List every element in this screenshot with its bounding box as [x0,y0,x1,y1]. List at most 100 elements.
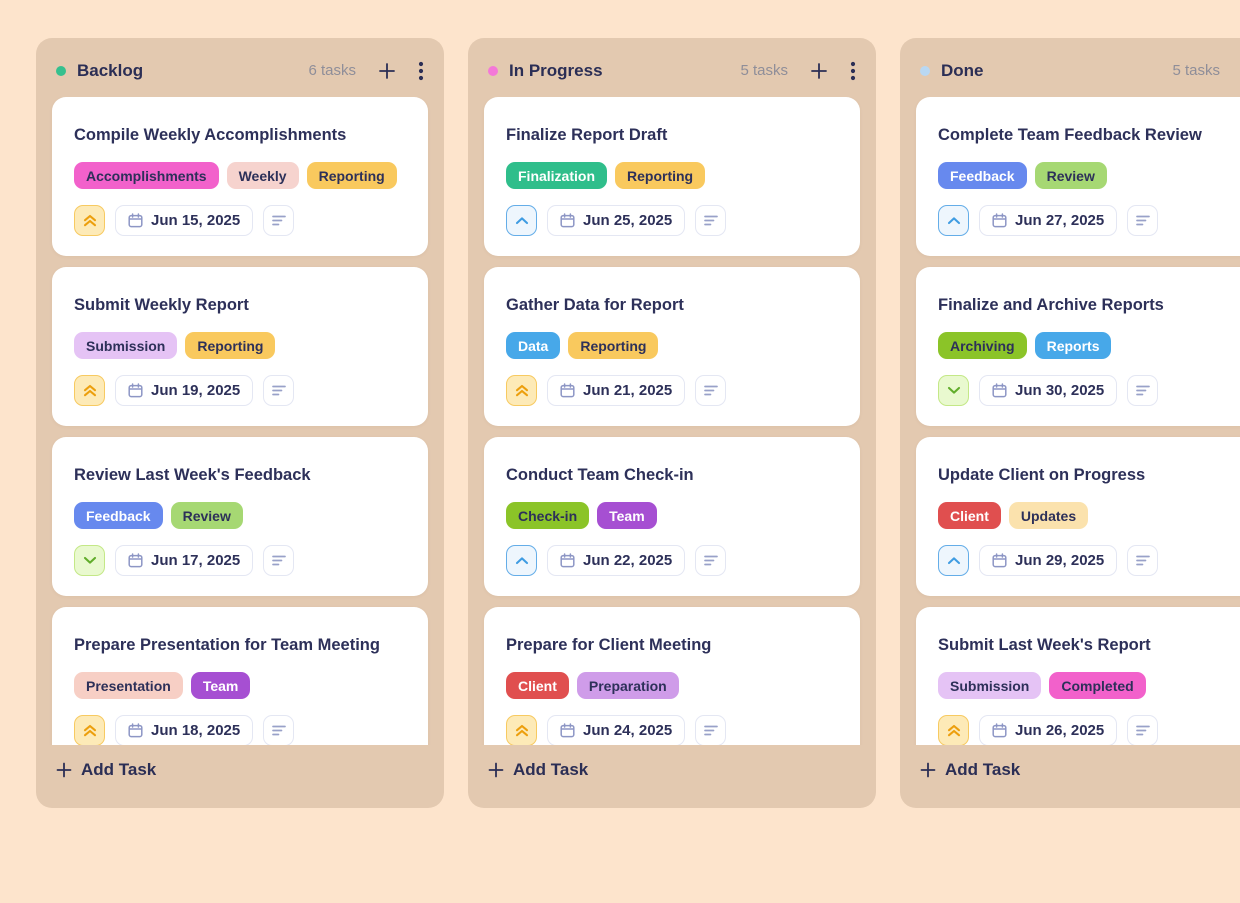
priority-button[interactable] [506,205,537,236]
due-date-chip[interactable]: Jun 27, 2025 [979,205,1118,236]
priority-button[interactable] [506,545,537,576]
description-chip[interactable] [1127,375,1159,406]
priority-button[interactable] [938,205,969,236]
task-tag[interactable]: Data [506,332,561,359]
column-status-dot [488,65,498,76]
due-date-chip[interactable]: Jun 18, 2025 [115,715,254,745]
tag-list: Submission Reporting [74,332,406,359]
task-tag[interactable]: Submission [938,672,1042,699]
description-chip[interactable] [695,375,727,406]
add-task-button[interactable]: Add Task [920,760,1020,780]
due-date-chip[interactable]: Jun 21, 2025 [547,375,686,406]
task-tag[interactable]: Team [597,502,657,529]
task-tag[interactable]: Updates [1008,502,1089,529]
add-task-label: Add Task [945,760,1021,779]
description-chip[interactable] [1127,205,1159,236]
description-chip[interactable] [263,375,295,406]
add-task-button[interactable]: Add Task [56,760,156,780]
task-tag[interactable]: Archiving [938,332,1027,359]
priority-button[interactable] [938,715,969,745]
priority-button[interactable] [938,545,969,576]
column-menu-button[interactable] [850,61,856,81]
task-card[interactable]: Submit Last Week's Report Submission Com… [916,607,1240,745]
task-tag[interactable]: Reporting [185,332,276,359]
tag-list: Client Updates [938,502,1240,529]
task-tag[interactable]: Client [938,502,1001,529]
due-date-chip[interactable]: Jun 19, 2025 [115,375,254,406]
priority-button[interactable] [74,375,105,406]
description-chip[interactable] [1127,715,1159,745]
due-date-chip[interactable]: Jun 29, 2025 [979,545,1118,576]
priority-button[interactable] [506,375,537,406]
calendar-icon [560,723,575,738]
priority-button[interactable] [74,205,105,236]
column-header: Done 5 tasks [900,38,1240,97]
due-date-label: Jun 26, 2025 [1015,722,1105,739]
task-tag[interactable]: Accomplishments [74,162,219,189]
column-footer: Add Task [900,745,1240,808]
description-chip[interactable] [695,205,727,236]
task-tag[interactable]: Reporting [615,162,706,189]
task-card[interactable]: Prepare Presentation for Team Meeting Pr… [52,607,428,745]
priority-button[interactable] [506,715,537,745]
calendar-icon [992,383,1007,398]
due-date-chip[interactable]: Jun 15, 2025 [115,205,254,236]
description-chip[interactable] [263,205,295,236]
task-card[interactable]: Conduct Team Check-in Check-in Team Jun … [484,437,860,596]
task-tag[interactable]: Check-in [506,502,590,529]
task-tag[interactable]: Team [190,672,251,699]
task-tag[interactable]: Reporting [568,332,659,359]
task-card[interactable]: Submit Weekly Report Submission Reportin… [52,267,428,426]
task-card[interactable]: Review Last Week's Feedback Feedback Rev… [52,437,428,596]
calendar-icon [128,723,143,738]
task-card[interactable]: Gather Data for Report Data Reporting Ju… [484,267,860,426]
due-date-chip[interactable]: Jun 26, 2025 [979,715,1118,745]
description-chip[interactable] [1127,545,1159,576]
due-date-chip[interactable]: Jun 30, 2025 [979,375,1118,406]
task-meta-row: Jun 19, 2025 [74,375,406,406]
priority-button[interactable] [938,375,969,406]
task-tag[interactable]: Completed [1049,672,1146,699]
card-list: Compile Weekly Accomplishments Accomplis… [36,97,444,745]
task-tag[interactable]: Feedback [74,502,163,529]
task-tag[interactable]: Feedback [938,162,1027,189]
task-card[interactable]: Update Client on Progress Client Updates… [916,437,1240,596]
chevron-up-icon [947,557,960,565]
task-tag[interactable]: Reports [1034,332,1112,359]
chevron-up-icon [515,557,528,565]
description-chip[interactable] [695,715,727,745]
description-chip[interactable] [695,545,727,576]
task-card[interactable]: Compile Weekly Accomplishments Accomplis… [52,97,428,256]
add-column-task-button[interactable] [378,62,396,80]
due-date-chip[interactable]: Jun 24, 2025 [547,715,686,745]
task-tag[interactable]: Presentation [74,672,183,699]
task-tag[interactable]: Review [170,502,243,529]
align-left-lines-icon [1135,555,1150,566]
description-chip[interactable] [263,545,295,576]
task-card[interactable]: Complete Team Feedback Review Feedback R… [916,97,1240,256]
tag-list: Data Reporting [506,332,838,359]
priority-button[interactable] [74,715,105,745]
priority-button[interactable] [74,545,105,576]
task-meta-row: Jun 15, 2025 [74,205,406,236]
due-date-chip[interactable]: Jun 17, 2025 [115,545,254,576]
due-date-chip[interactable]: Jun 22, 2025 [547,545,686,576]
calendar-icon [128,383,143,398]
task-tag[interactable]: Submission [74,332,178,359]
description-chip[interactable] [263,715,295,745]
task-card[interactable]: Finalize and Archive Reports Archiving R… [916,267,1240,426]
task-tag[interactable]: Client [506,672,569,699]
task-tag[interactable]: Reporting [306,162,397,189]
task-tag[interactable]: Weekly [226,162,299,189]
task-tag[interactable]: Finalization [506,162,607,189]
kanban-column: Done 5 tasks Complete Team Feedback Revi… [900,38,1240,808]
task-tag[interactable]: Review [1034,162,1107,189]
add-column-task-button[interactable] [810,62,828,80]
due-date-chip[interactable]: Jun 25, 2025 [547,205,686,236]
column-menu-button[interactable] [418,61,424,81]
task-card[interactable]: Prepare for Client Meeting Client Prepar… [484,607,860,745]
chevron-double-up-icon [515,384,528,397]
task-tag[interactable]: Preparation [576,672,679,699]
add-task-button[interactable]: Add Task [488,760,588,780]
task-card[interactable]: Finalize Report Draft Finalization Repor… [484,97,860,256]
